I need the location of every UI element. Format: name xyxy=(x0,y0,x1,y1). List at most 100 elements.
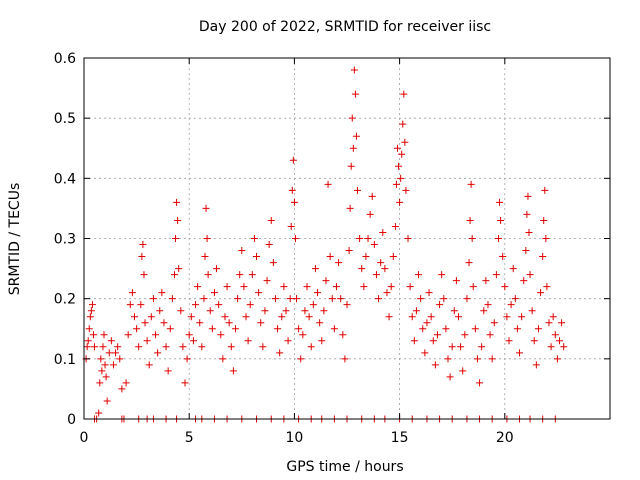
data-point xyxy=(440,295,448,303)
data-point xyxy=(305,313,313,321)
plot-frame xyxy=(83,57,611,420)
data-point xyxy=(271,295,279,303)
data-point xyxy=(274,325,282,333)
data-point xyxy=(387,283,395,291)
data-point xyxy=(223,283,231,291)
data-point xyxy=(389,253,397,261)
data-point xyxy=(253,253,261,261)
data-point xyxy=(488,355,496,363)
data-point xyxy=(288,186,296,194)
data-point xyxy=(221,313,229,321)
data-point xyxy=(335,259,343,267)
data-point xyxy=(346,204,354,212)
data-point xyxy=(509,265,517,273)
data-point xyxy=(126,301,134,309)
data-point xyxy=(518,313,526,321)
data-point xyxy=(137,301,145,309)
data-point xyxy=(112,349,120,357)
data-point xyxy=(202,204,210,212)
data-point xyxy=(444,355,452,363)
data-point xyxy=(320,307,328,315)
data-point xyxy=(431,361,439,369)
data-point xyxy=(522,247,530,255)
data-point xyxy=(542,235,550,242)
data-point xyxy=(484,301,492,309)
data-point xyxy=(347,162,355,170)
data-point xyxy=(545,319,553,327)
data-point xyxy=(339,331,347,339)
data-point xyxy=(189,337,197,345)
data-point xyxy=(503,313,511,321)
data-point xyxy=(183,355,191,363)
data-point xyxy=(105,349,113,357)
data-point xyxy=(240,283,248,291)
data-point xyxy=(383,289,391,297)
data-point xyxy=(465,259,473,267)
data-point xyxy=(225,319,233,327)
data-point xyxy=(116,355,124,363)
data-point xyxy=(170,271,178,279)
data-point xyxy=(551,331,559,339)
data-point xyxy=(100,331,108,339)
data-point xyxy=(448,343,456,351)
data-point xyxy=(255,289,263,297)
data-point xyxy=(525,228,533,236)
data-point xyxy=(356,235,364,242)
data-point xyxy=(133,325,141,333)
data-point xyxy=(147,313,155,321)
data-point xyxy=(194,283,202,291)
data-point xyxy=(215,301,223,309)
data-point xyxy=(534,325,542,333)
data-point xyxy=(229,367,237,375)
data-point xyxy=(242,313,250,321)
data-point xyxy=(217,331,225,339)
data-point xyxy=(284,337,292,345)
data-point xyxy=(103,397,111,405)
data-point xyxy=(102,373,110,381)
y-tick-label: 0.5 xyxy=(54,111,76,127)
data-point xyxy=(86,313,94,321)
data-point xyxy=(168,295,176,303)
data-point xyxy=(99,343,107,351)
data-point xyxy=(162,343,170,351)
data-point xyxy=(429,337,437,345)
data-point xyxy=(128,289,136,297)
data-point xyxy=(539,253,547,261)
chart-title: Day 200 of 2022, SRMTID for receiver iis… xyxy=(199,19,491,35)
y-axis-title: SRMTID / TECUs xyxy=(7,183,23,296)
x-axis-title: GPS time / hours xyxy=(286,459,403,475)
data-point xyxy=(166,325,174,333)
data-point xyxy=(96,379,104,387)
data-point xyxy=(164,367,172,375)
data-point xyxy=(526,271,534,279)
data-point xyxy=(392,180,400,188)
data-point xyxy=(143,337,151,345)
data-point xyxy=(537,289,545,297)
data-point xyxy=(318,337,326,345)
data-point xyxy=(179,343,187,351)
data-point xyxy=(301,307,309,315)
data-point xyxy=(203,235,211,242)
y-tick-label: 0.4 xyxy=(54,171,76,187)
data-point xyxy=(291,235,299,242)
data-point xyxy=(560,343,568,351)
data-point xyxy=(520,277,528,285)
data-point xyxy=(397,174,405,182)
data-point xyxy=(88,301,96,309)
data-point xyxy=(248,271,256,279)
data-point xyxy=(406,283,414,291)
data-point xyxy=(452,277,460,285)
data-point xyxy=(200,295,208,303)
data-point xyxy=(261,307,269,315)
data-point xyxy=(395,162,403,170)
data-point xyxy=(324,180,332,188)
ticks-layer: 0 0.1 0.2 0.3 0.4 0.5 0.6 0 5 10 15 20 xyxy=(54,51,610,446)
data-point xyxy=(87,307,95,315)
x-tick-label: 15 xyxy=(391,430,409,446)
data-point xyxy=(370,241,378,249)
data-point xyxy=(156,307,164,315)
data-point xyxy=(540,216,548,224)
data-point xyxy=(401,138,409,146)
y-tick-label: 0.6 xyxy=(54,51,76,67)
data-point xyxy=(91,343,99,351)
